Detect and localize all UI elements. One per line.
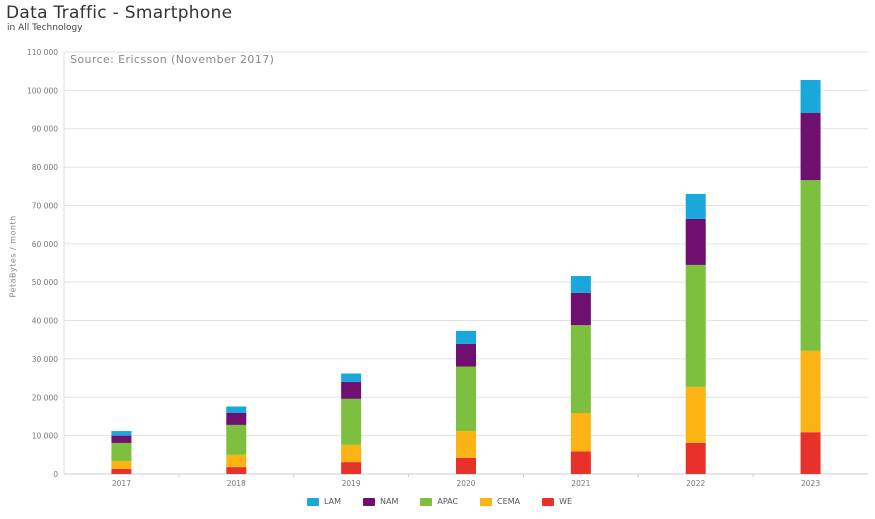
- bar-segment-cema-2018[interactable]: [226, 454, 247, 468]
- x-tick-label: 2019: [342, 479, 361, 488]
- bar-segment-cema-2022[interactable]: [685, 386, 706, 443]
- legend-item-lam[interactable]: LAM: [306, 497, 341, 506]
- y-tick-label: 110 000: [27, 48, 58, 57]
- y-tick-label: 0: [53, 470, 58, 479]
- source-annotation: Source: Ericsson (November 2017): [70, 53, 274, 66]
- y-tick-label: 90 000: [32, 125, 58, 134]
- bar-segment-apac-2023[interactable]: [800, 180, 821, 351]
- legend-item-we[interactable]: WE: [542, 497, 572, 506]
- legend-label: LAM: [323, 497, 341, 506]
- bar-segment-we-2020[interactable]: [456, 457, 476, 474]
- chart-title: Data Traffic - Smartphone: [6, 3, 233, 23]
- legend-item-apac[interactable]: APAC: [420, 497, 458, 506]
- y-tick-label: 20 000: [32, 393, 58, 402]
- legend-swatch: [542, 497, 555, 506]
- y-tick-label: 70 000: [32, 201, 58, 210]
- bar-segment-cema-2019[interactable]: [341, 444, 362, 463]
- bar-segment-lam-2017[interactable]: [111, 431, 132, 436]
- bar-segment-we-2022[interactable]: [685, 442, 706, 474]
- bar-segment-nam-2022[interactable]: [685, 218, 706, 265]
- bar-segment-apac-2020[interactable]: [456, 366, 476, 432]
- y-tick-label: 60 000: [32, 240, 58, 249]
- bar-segment-we-2018[interactable]: [226, 467, 247, 474]
- bar-segment-apac-2017[interactable]: [111, 442, 132, 461]
- bar-segment-lam-2023[interactable]: [800, 80, 821, 113]
- bar-segment-apac-2018[interactable]: [226, 424, 247, 455]
- bar-segment-lam-2018[interactable]: [226, 406, 247, 414]
- chart-subtitle: in All Technology: [7, 23, 83, 33]
- bar-segment-apac-2021[interactable]: [570, 325, 591, 414]
- bar-segment-lam-2021[interactable]: [570, 276, 591, 293]
- chart-legend: LAM NAM APAC CEMA WE: [0, 497, 875, 506]
- bar-segment-cema-2017[interactable]: [111, 460, 132, 470]
- x-tick-label: 2021: [571, 479, 590, 488]
- bar-segment-we-2017[interactable]: [111, 469, 132, 474]
- bar-segment-we-2019[interactable]: [341, 462, 362, 474]
- legend-label: APAC: [437, 497, 459, 506]
- legend-item-cema[interactable]: CEMA: [480, 497, 520, 506]
- bar-segment-nam-2017[interactable]: [111, 435, 132, 443]
- bar-segment-nam-2020[interactable]: [456, 343, 476, 367]
- bar-segment-lam-2022[interactable]: [685, 193, 706, 219]
- x-tick-label: 2022: [686, 479, 705, 488]
- bar-segment-cema-2021[interactable]: [570, 413, 591, 452]
- legend-item-nam[interactable]: NAM: [362, 497, 399, 506]
- bar-segment-lam-2020[interactable]: [456, 330, 476, 344]
- bar-segment-lam-2019[interactable]: [341, 373, 362, 382]
- y-tick-label: 80 000: [32, 163, 58, 172]
- legend-label: NAM: [379, 497, 399, 506]
- bar-segment-nam-2023[interactable]: [800, 112, 821, 181]
- y-tick-label: 50 000: [32, 278, 58, 287]
- legend-swatch: [480, 497, 493, 506]
- bar-segment-nam-2021[interactable]: [570, 292, 591, 326]
- bar-segment-we-2021[interactable]: [570, 451, 591, 474]
- legend-swatch: [420, 497, 433, 506]
- bar-segment-nam-2019[interactable]: [341, 381, 362, 399]
- y-tick-label: 30 000: [32, 355, 58, 364]
- bar-segment-nam-2018[interactable]: [226, 413, 247, 425]
- legend-swatch: [362, 497, 375, 506]
- x-tick-label: 2018: [227, 479, 246, 488]
- y-tick-label: 100 000: [27, 86, 58, 95]
- y-tick-label: 10 000: [32, 432, 58, 441]
- x-tick-label: 2020: [456, 479, 475, 488]
- bar-segment-apac-2019[interactable]: [341, 398, 362, 445]
- x-tick-label: 2017: [112, 479, 131, 488]
- bar-segment-cema-2023[interactable]: [800, 350, 821, 433]
- bar-segment-we-2023[interactable]: [800, 432, 821, 474]
- legend-label: WE: [559, 497, 573, 506]
- legend-swatch: [306, 497, 319, 506]
- bar-segment-apac-2022[interactable]: [685, 264, 706, 387]
- legend-label: CEMA: [497, 497, 521, 506]
- x-tick-label: 2023: [801, 479, 820, 488]
- y-tick-label: 40 000: [32, 317, 58, 326]
- bar-segment-cema-2020[interactable]: [456, 431, 476, 458]
